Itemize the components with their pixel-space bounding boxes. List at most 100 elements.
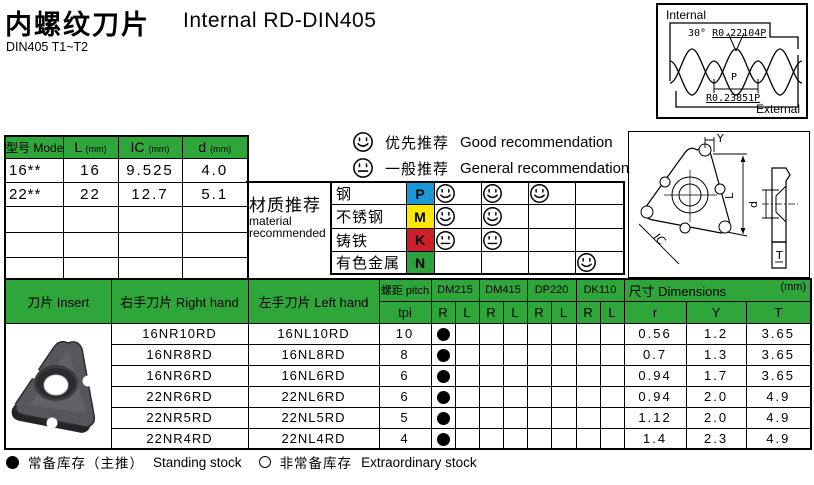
stock-cell (526, 364, 552, 387)
left-hand-model: 22NL4RD (247, 427, 380, 450)
recommendation-cell (480, 204, 529, 229)
tpi-value: 5 (378, 406, 432, 429)
material-title-en1: material (249, 213, 292, 228)
L-cell: 16 (62, 157, 119, 183)
good-smiley-icon (352, 131, 374, 153)
stock-cell (502, 322, 528, 345)
col-right-hand: 右手刀片 Right hand (110, 278, 249, 324)
tpi-value: 6 (378, 364, 432, 387)
stock-cell (454, 427, 480, 450)
material-title-zh: 材质推荐 (249, 196, 321, 215)
dim-T-value: 4.9 (745, 427, 812, 450)
recommendation-cell (433, 181, 482, 205)
right-hand-model: 16NR6RD (110, 364, 249, 387)
d-cell: 5.1 (181, 181, 249, 207)
dim-Y-value: 2.0 (685, 385, 747, 408)
good-smiley-icon (435, 207, 455, 226)
dim-Y-label: Y (716, 132, 724, 145)
sub-col-L: L (550, 300, 577, 324)
col-left-hand: 左手刀片 Left hand (247, 278, 380, 324)
solid-dot-icon (436, 370, 450, 384)
IC-cell: 9.525 (117, 157, 183, 183)
dim-Y-value: 2.3 (685, 427, 747, 450)
spec-empty-row (4, 256, 249, 280)
stock-cell (575, 406, 601, 429)
recommendation-cell (527, 251, 576, 275)
open-dot-icon (258, 456, 271, 468)
recommendation-cell (433, 251, 482, 275)
stock-cell (502, 343, 528, 366)
external-label: External (755, 102, 800, 116)
stock-cell (575, 385, 601, 408)
col-tpi: tpi (378, 300, 432, 324)
table-row: 22NR6RD 22NL6RD 6 0.94 2.0 4.9 (5, 385, 812, 408)
dim-T-value: 3.65 (745, 322, 812, 345)
stock-cell (599, 322, 625, 345)
dim-T-label: T (775, 249, 783, 262)
tpi-value: 8 (378, 343, 432, 366)
tpi-value: 4 (378, 427, 432, 450)
stock-cell (599, 427, 625, 450)
spec-row: 16** 16 9.525 4.0 (4, 157, 249, 183)
stock-cell (550, 343, 577, 366)
sub-col-L: L (599, 300, 625, 324)
stock-legend: 常备库存（主推） Standing stock 非常备库存 Extraordin… (6, 452, 477, 472)
dim-Y-value: 1.2 (685, 322, 747, 345)
stock-cell (575, 322, 601, 345)
table-row: 22NR4RD 22NL4RD 4 1.4 2.3 4.9 (5, 427, 812, 450)
solid-dot-icon (436, 432, 450, 446)
material-label: 有色金属 (330, 251, 407, 275)
iso-grade-chip: M (405, 204, 435, 229)
stock-cell (478, 427, 504, 450)
material-recommendation-table: 钢 P 不锈钢 M 铸铁 K 有色金属 N (330, 181, 625, 275)
stock-cell (550, 427, 577, 450)
stock-cell (430, 406, 456, 429)
col-pitch: 螺距 pitch (378, 278, 432, 302)
sub-col-L: L (502, 300, 528, 324)
iso-grade-chip: K (405, 228, 435, 252)
sub-col-Y: Y (685, 300, 747, 324)
good-smiley-icon (482, 184, 502, 203)
material-label: 不锈钢 (330, 204, 407, 229)
stock-cell (599, 343, 625, 366)
stock-cell (454, 406, 480, 429)
model-spec-table: 型号 Model L (mm) IC (mm) d (mm) 16** 16 9… (4, 135, 249, 280)
internal-label: Internal (666, 8, 707, 22)
dim-Y-value: 1.3 (685, 343, 747, 366)
material-row: 有色金属 N (330, 251, 625, 275)
insert-dimension-drawing: Y L IC d T (628, 131, 810, 278)
recommendation-cell (480, 228, 529, 252)
good-smiley-icon (435, 184, 455, 203)
spec-row: 22** 22 12.7 5.1 (4, 181, 249, 207)
spec-header-d: d (mm) (181, 135, 249, 159)
table-row: 16NR6RD 16NL6RD 6 0.94 1.7 3.65 (5, 364, 812, 387)
iso-grade-chip: N (405, 251, 435, 275)
recommendation-cell (527, 181, 576, 205)
col-grade-dk110: DK110 (575, 278, 625, 302)
left-hand-model: 16NL8RD (247, 343, 380, 366)
good-smiley-icon (576, 253, 596, 272)
stock-cell (550, 322, 577, 345)
extraordinary-stock-en: Extraordinary stock (361, 454, 477, 470)
right-hand-model: 22NR6RD (110, 385, 249, 408)
root-radius-label: R0.23851P (706, 93, 761, 104)
insert-selection-table: 刀片 Insert 右手刀片 Right hand 左手刀片 Left hand… (4, 278, 813, 450)
stock-cell (526, 322, 552, 345)
left-hand-model: 22NL5RD (247, 406, 380, 429)
stock-cell (550, 385, 577, 408)
dim-r-value: 0.94 (623, 364, 687, 387)
pitch-label: P (731, 72, 738, 83)
legend-good-row: 优先推荐 Good recommendation (352, 129, 629, 155)
left-hand-model: 16NL10RD (247, 322, 380, 345)
general-smiley-icon (353, 158, 373, 178)
stock-cell (430, 322, 456, 345)
sub-col-R: R (575, 300, 601, 324)
dim-T-value: 3.65 (745, 364, 812, 387)
recommendation-cell (480, 181, 529, 205)
material-row: 铸铁 K (330, 228, 625, 252)
dim-T-value: 4.9 (745, 385, 812, 408)
spec-header-IC: IC (mm) (117, 135, 183, 159)
stock-cell (502, 427, 528, 450)
good-smiley-icon (529, 184, 549, 203)
recommendation-cell (480, 251, 529, 275)
